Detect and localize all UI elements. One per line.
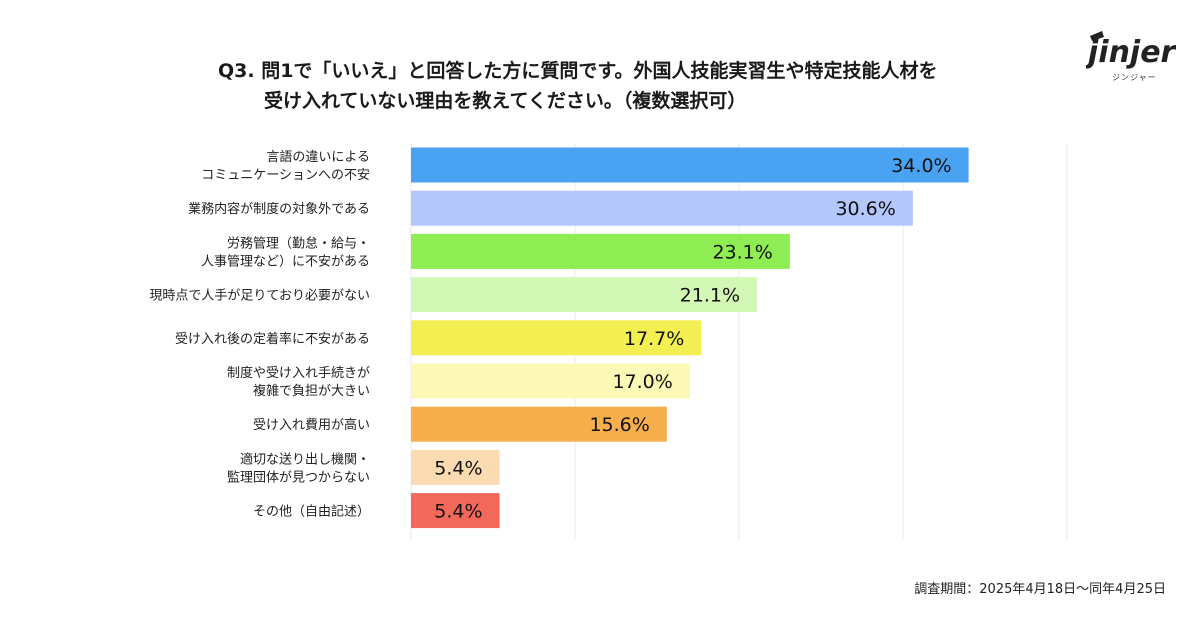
category-label: 業務内容が制度の対象外である <box>188 201 370 217</box>
bar <box>411 147 969 183</box>
category-label-line: 受け入れ後の定着率に不安がある <box>175 331 370 347</box>
bar-value-label: 17.0% <box>612 371 672 393</box>
category-label: 適切な送り出し機関・監理団体が見つからない <box>227 451 370 485</box>
bar <box>411 493 500 529</box>
category-label: 労務管理（勤怠・給与・人事管理など）に不安がある <box>201 235 370 269</box>
bar <box>411 406 667 442</box>
chart-title-line2: 受け入れていない理由を教えてください。（複数選択可） <box>264 90 747 112</box>
logo-accent-mark <box>1090 31 1104 41</box>
bar-value-label: 17.7% <box>624 328 684 350</box>
bar-value-label: 15.6% <box>589 414 649 436</box>
bar <box>411 190 913 226</box>
category-label: その他（自由記述） <box>253 504 370 520</box>
logo-wordmark: jinjer <box>1086 35 1176 70</box>
chart-category-labels: 言語の違いによるコミュニケーションへの不安業務内容が制度の対象外である労務管理（… <box>149 149 370 520</box>
bar <box>411 320 702 356</box>
logo-kana: ジンジャー <box>1112 73 1157 82</box>
category-label: 制度や受け入れ手続きが複雑で負担が大きい <box>227 365 370 399</box>
category-label-line: その他（自由記述） <box>253 504 370 520</box>
category-label-line: 業務内容が制度の対象外である <box>188 201 370 217</box>
category-label-line: 制度や受け入れ手続きが <box>227 365 370 381</box>
bar-value-label: 23.1% <box>712 241 772 263</box>
bar-value-label: 34.0% <box>891 155 951 177</box>
bar <box>411 449 500 485</box>
bar-value-label: 5.4% <box>434 457 482 479</box>
category-label: 言語の違いによるコミュニケーションへの不安 <box>201 149 370 183</box>
chart-bars: 34.0% 30.6% 23.1% 21.1% 17.7% 17.0% 15.6% 5.4% 5… <box>411 147 969 529</box>
bar <box>411 363 690 399</box>
brand-logo: jinjer ジンジャー <box>1086 28 1176 88</box>
chart-title-line1: Q3. 問1で「いいえ」と回答した方に質問です。外国人技能実習生や特定技能人材を <box>218 60 938 82</box>
bar-value-label: 30.6% <box>835 198 895 220</box>
bar-value-label: 5.4% <box>434 501 482 523</box>
category-label-line: 現時点で人手が足りており必要がない <box>149 289 370 304</box>
category-label-line: 受け入れ費用が高い <box>253 417 370 433</box>
category-label-line: 人事管理など）に不安がある <box>201 254 370 269</box>
category-label-line: 適切な送り出し機関・ <box>240 451 370 467</box>
category-label: 現時点で人手が足りており必要がない <box>149 289 370 304</box>
category-label: 受け入れ後の定着率に不安がある <box>175 331 370 347</box>
category-label-line: 労務管理（勤怠・給与・ <box>227 235 370 251</box>
category-label: 受け入れ費用が高い <box>253 417 370 433</box>
jinjer-logo-icon: jinjer <box>1086 31 1176 70</box>
survey-period-note: 調査期間：2025年4月18日〜同年4月25日 <box>914 582 1166 597</box>
category-label-line: コミュニケーションへの不安 <box>201 168 370 183</box>
bar <box>411 277 758 313</box>
category-label-line: 言語の違いによる <box>266 149 370 165</box>
category-label-line: 監理団体が見つからない <box>227 469 370 485</box>
bar <box>411 233 790 269</box>
bar-value-label: 21.1% <box>680 285 740 307</box>
category-label-line: 複雑で負担が大きい <box>253 383 370 399</box>
